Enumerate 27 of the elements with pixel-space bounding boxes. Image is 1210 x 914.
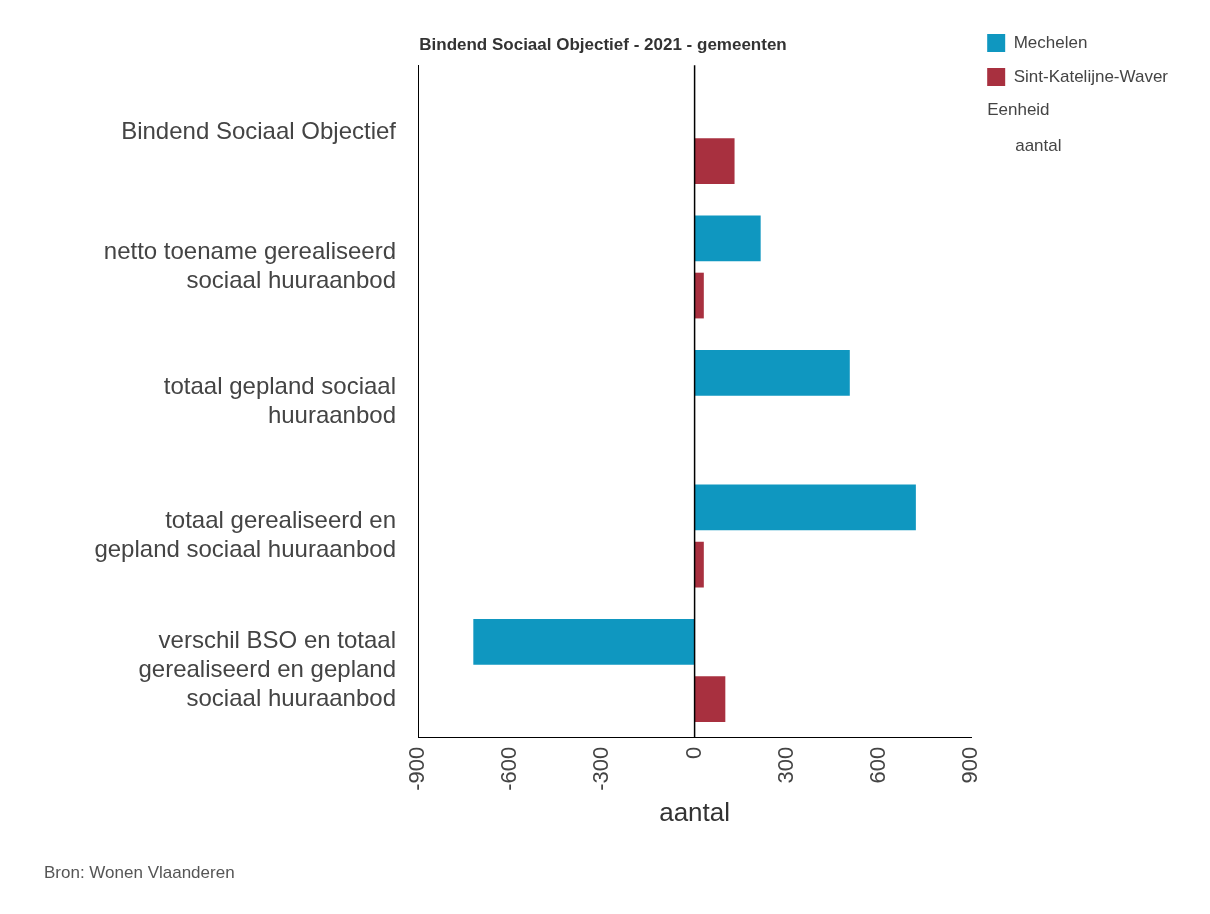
x-tick-label: -900: [404, 746, 430, 791]
y-tick-label: totaal gepland sociaal huuraanbod: [163, 371, 396, 428]
bar: [694, 541, 704, 588]
x-tick-label: -300: [588, 746, 614, 791]
text: Eenheid: [987, 99, 1050, 119]
x-tick-label: 900: [957, 746, 983, 784]
y-tick-label: Bindend Sociaal Objectief: [121, 117, 397, 145]
text: aantal: [1015, 135, 1062, 155]
bar: [694, 484, 916, 531]
x-axis-title: aantal: [659, 796, 731, 827]
bar: [694, 272, 704, 319]
legend-label: Mechelen: [1013, 32, 1088, 52]
legend-label: Sint-Katelijne-Waver: [1013, 66, 1169, 86]
bar: [694, 215, 761, 262]
text: Bron: Wonen Vlaanderen: [44, 862, 235, 882]
chart-title: Bindend Sociaal Objectief - 2021 - gemeenten: [419, 34, 787, 54]
x-tick-label: 0: [680, 746, 706, 760]
bar: [473, 619, 695, 665]
x-tick-label: -600: [496, 746, 522, 791]
bar: [694, 138, 735, 184]
bar: [694, 350, 850, 396]
y-tick-label: verschil BSO en totaal gerealiseerd en gepland sociaal huuraanbod: [138, 626, 396, 711]
x-tick-label: 300: [772, 746, 798, 784]
bar: [694, 676, 726, 722]
y-tick-label: netto toename gerealiseerd sociaal huuraanbod: [103, 237, 396, 293]
y-tick-label: totaal gerealiseerd en gepland sociaal huuraanbod: [94, 506, 396, 563]
x-tick-label: 600: [865, 746, 891, 784]
